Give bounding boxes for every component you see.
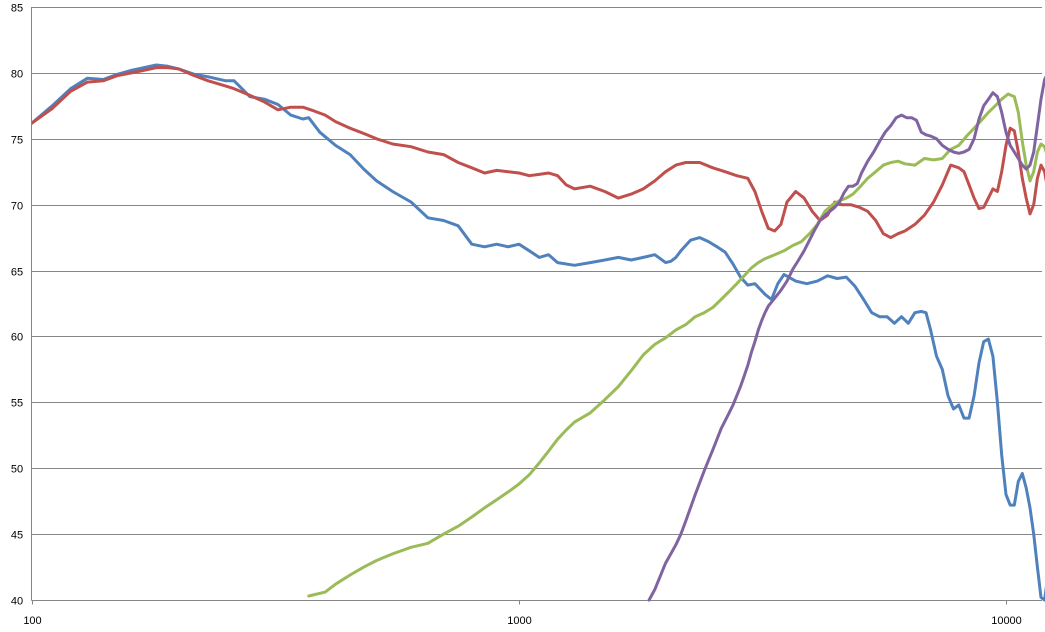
y-tick-label-45: 45: [11, 530, 23, 542]
x-tick-label-100: 100: [23, 615, 41, 627]
horizontal-gridlines: [32, 7, 1042, 535]
series-line-3: [307, 92, 1045, 598]
series-lines: [32, 63, 1045, 602]
chart-axes: [31, 7, 1042, 605]
y-tick-label-70: 70: [11, 201, 23, 213]
x-tick-label-10000: 10000: [991, 615, 1022, 627]
y-tick-label-50: 50: [11, 464, 23, 476]
x-axis-tick-labels: 100 1000 10000: [23, 615, 1021, 627]
y-tick-label-40: 40: [11, 596, 23, 608]
series-line-2: [32, 66, 1045, 240]
y-tick-label-55: 55: [11, 398, 23, 410]
x-tick-label-1000: 1000: [507, 615, 531, 627]
y-axis-tick-labels: 40 45 50 55 60 65 70 75 80 85: [11, 3, 23, 608]
series-line-1: [32, 63, 1045, 602]
y-tick-label-60: 60: [11, 332, 23, 344]
y-tick-label-65: 65: [11, 267, 23, 279]
y-tick-label-85: 85: [11, 3, 23, 15]
y-tick-label-75: 75: [11, 135, 23, 147]
y-tick-label-80: 80: [11, 69, 23, 81]
series-line-4: [647, 75, 1045, 602]
